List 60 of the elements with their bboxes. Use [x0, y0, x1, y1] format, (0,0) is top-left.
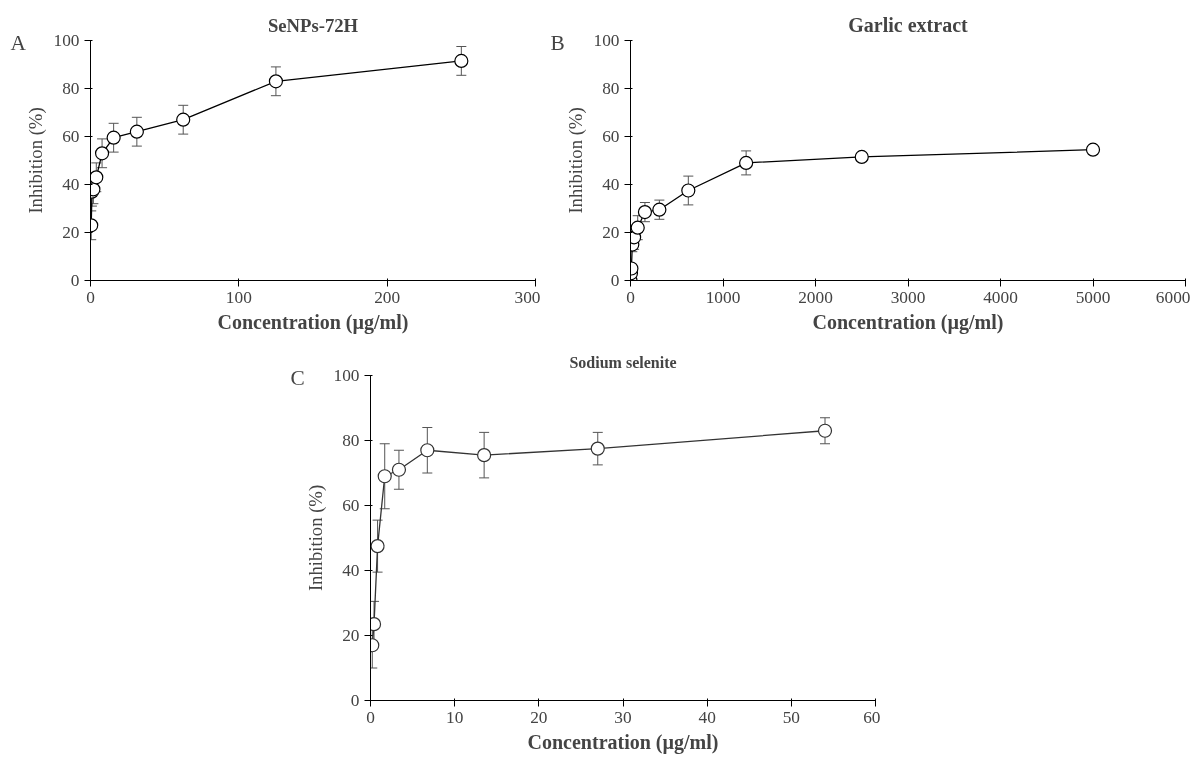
- x-tick-label: 200: [374, 287, 401, 307]
- point: [420, 443, 435, 458]
- point: [477, 448, 492, 463]
- x-tick-label: 60: [863, 707, 881, 727]
- x-tick-label: 5000: [1075, 287, 1111, 307]
- y-tick-label: 0: [70, 271, 80, 290]
- y-tick-label: 80: [62, 79, 80, 98]
- y-tick-label: 100: [593, 31, 620, 50]
- point: [630, 220, 645, 235]
- point: [1085, 142, 1101, 157]
- y-tick-label: 20: [342, 626, 360, 645]
- y-tick-label: 20: [62, 223, 80, 242]
- x-tick-label: 30: [614, 707, 632, 727]
- y-tick-label: 40: [342, 561, 360, 580]
- y-axis-title: Inhibition (%): [304, 484, 327, 592]
- y-tick-label: 40: [602, 175, 620, 194]
- x-tick-label: 0: [86, 287, 95, 307]
- y-tick-label: 0: [350, 691, 360, 710]
- x-tick-label: 40: [698, 707, 716, 727]
- point: [370, 539, 385, 554]
- chart-title: SeNPs-72H: [267, 14, 359, 36]
- x-tick-label: 300: [514, 287, 541, 307]
- y-axis-title: Inhibition (%): [564, 107, 587, 214]
- point: [391, 462, 407, 477]
- y-tick-label: 20: [602, 223, 620, 242]
- x-axis-title: Concentration (µg/ml): [812, 310, 1004, 334]
- y-tick-label: 100: [53, 31, 80, 50]
- x-tick-label: 3000: [890, 287, 926, 307]
- y-tick-label: 80: [602, 79, 620, 98]
- text: C: [290, 365, 305, 390]
- text: B: [550, 30, 565, 55]
- x-tick-label: 20: [530, 707, 548, 727]
- chart-title: Garlic extract: [848, 13, 969, 36]
- point: [681, 183, 696, 198]
- x-tick-label: 1000: [705, 287, 741, 307]
- text: A: [10, 30, 27, 55]
- y-tick-label: 60: [62, 127, 80, 146]
- x-tick-label: 50: [782, 707, 800, 727]
- point: [854, 149, 869, 164]
- x-tick-label: 10: [446, 707, 464, 727]
- y-axis-title: Inhibition (%): [24, 107, 47, 214]
- point: [817, 423, 833, 438]
- point: [377, 469, 392, 484]
- y-tick-label: 100: [333, 366, 360, 385]
- x-axis-title: Concentration (µg/ml): [527, 730, 719, 754]
- y-tick-label: 40: [62, 175, 80, 194]
- y-tick-label: 60: [602, 127, 620, 146]
- x-axis-title: Concentration (µg/ml): [217, 310, 409, 334]
- x-tick-label: 2000: [798, 287, 833, 307]
- x-tick-label: 100: [225, 287, 252, 307]
- point: [739, 155, 754, 170]
- x-tick-label: 6000: [1155, 287, 1191, 307]
- x-tick-label: 0: [626, 287, 635, 307]
- chart-title: Sodium selenite: [569, 353, 677, 371]
- point: [590, 441, 605, 456]
- y-tick-label: 0: [610, 271, 620, 290]
- y-tick-label: 60: [342, 496, 360, 515]
- x-tick-label: 4000: [983, 287, 1018, 307]
- x-tick-label: 0: [366, 707, 375, 727]
- y-tick-label: 80: [342, 431, 360, 450]
